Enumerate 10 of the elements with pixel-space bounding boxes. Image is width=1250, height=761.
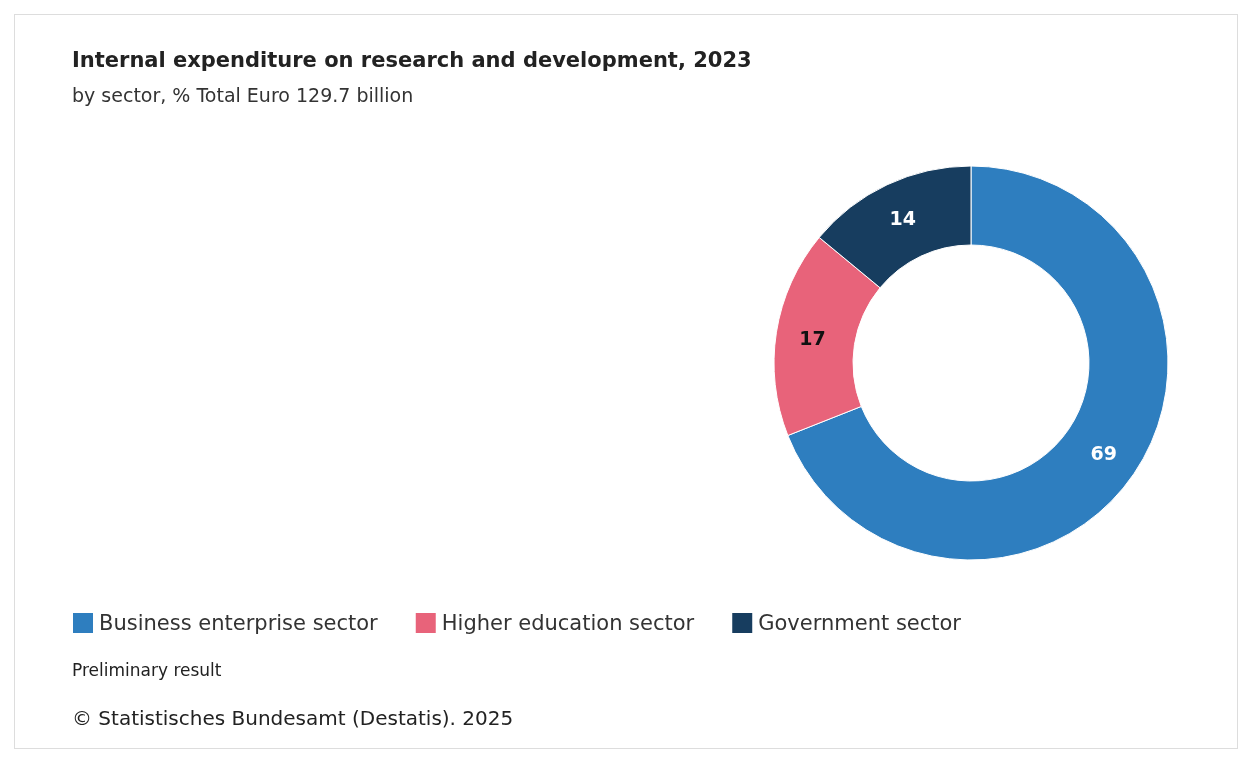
- data-label: 14: [889, 206, 916, 229]
- text: © Statistisches Bundesamt (Destatis). 2025: [72, 706, 514, 730]
- legend-label: Business enterprise sector: [99, 611, 379, 635]
- data-label: 69: [1090, 442, 1117, 465]
- chart-subtitle: by sector, % Total Euro 129.7 billion: [72, 84, 414, 106]
- chart-title: Internal expenditure on research and development, 2023: [72, 48, 752, 72]
- data-label: 17: [799, 326, 826, 349]
- legend-label: Higher education sector: [441, 611, 695, 635]
- text: Preliminary result: [72, 660, 222, 680]
- legend-label: Government sector: [758, 611, 962, 635]
